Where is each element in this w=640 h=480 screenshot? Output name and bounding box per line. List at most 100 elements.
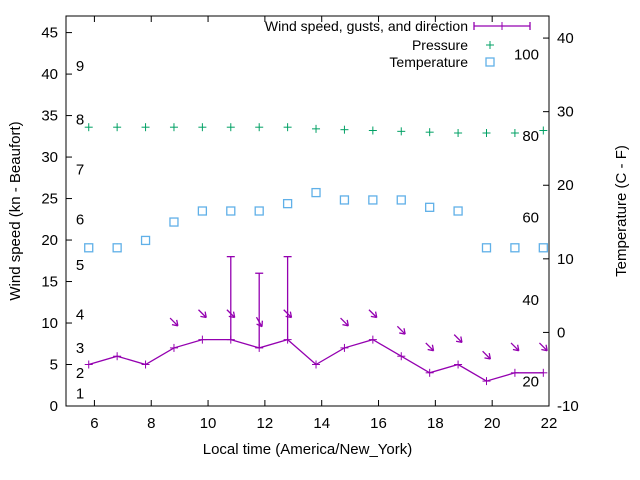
wind-direction-arrow [482, 350, 491, 360]
wind-direction-arrowhead [488, 352, 492, 360]
y2-tick-label: 40 [557, 30, 574, 47]
temperature-point [538, 243, 548, 253]
wind-direction-arrowhead [512, 348, 519, 352]
wind-direction-arrowhead [545, 344, 548, 351]
wind-direction-arrowhead [517, 344, 520, 351]
temperature-point [396, 195, 406, 205]
wind-direction-arrowhead [455, 340, 463, 344]
wind-direction-arrowhead [460, 336, 463, 343]
temperature-point [339, 195, 350, 205]
beaufort-label: 6 [76, 211, 84, 228]
temperature-point [226, 206, 236, 216]
wind-direction-arrow [396, 325, 406, 335]
y-tick-label: 5 [50, 357, 58, 374]
x-tick-label: 6 [90, 415, 98, 432]
wind-direction-arrow [283, 309, 292, 318]
wind-direction-arrow [453, 334, 463, 343]
fahrenheit-label: 20 [522, 374, 539, 391]
fahrenheit-label: 60 [522, 210, 539, 227]
y-tick-label: 20 [41, 232, 58, 249]
plot-frame [65, 15, 550, 407]
wind-direction-arrowhead [403, 328, 406, 335]
beaufort-label: 4 [76, 307, 84, 324]
wind-direction-arrowhead [171, 324, 178, 327]
y-axis-title: Wind speed (kn - Beaufort) [7, 121, 24, 300]
wind-direction-arrowhead [200, 315, 207, 319]
y-tick-label: 0 [50, 398, 58, 415]
fahrenheit-label: 80 [522, 128, 539, 145]
wind-direction-arrowhead [232, 311, 236, 318]
wind-direction-arrowhead [289, 311, 293, 318]
wind-direction-arrow [255, 316, 263, 328]
wind-direction-arrowhead [484, 357, 491, 360]
wind-direction-arrow [510, 342, 520, 352]
y2-tick-label: 20 [557, 177, 574, 194]
x-tick-label: 8 [147, 415, 155, 432]
x-axis-title: Local time (America/New_York) [203, 441, 413, 458]
wind-direction-arrowhead [374, 311, 378, 318]
y-tick-label: 10 [41, 315, 58, 332]
y2-axis-title: Temperature (C - F) [613, 145, 630, 277]
temperature-point [140, 235, 151, 246]
beaufort-label: 8 [76, 112, 84, 129]
temperature-point [84, 243, 94, 253]
y-tick-label: 15 [41, 274, 58, 291]
temperature-point [169, 217, 179, 227]
fahrenheit-label: 100 [514, 46, 539, 63]
beaufort-label: 1 [76, 386, 84, 403]
x-tick-label: 22 [541, 415, 558, 432]
wind-direction-arrow [425, 342, 435, 352]
y2-tick-label: -10 [557, 398, 579, 415]
temperature-point [197, 206, 208, 216]
x-tick-label: 10 [200, 415, 217, 432]
wind-direction-arrowhead [427, 348, 434, 352]
y2-tick-label: 0 [557, 324, 565, 341]
temperature-point [311, 187, 321, 198]
legend-key-temperature [485, 57, 495, 67]
y-tick-label: 35 [41, 108, 58, 125]
wind-direction-arrow [226, 309, 236, 318]
y-tick-label: 30 [41, 149, 58, 166]
wind-direction-arrow [538, 342, 548, 352]
wind-direction-arrowhead [370, 315, 377, 319]
x-tick-label: 20 [484, 415, 501, 432]
wind-direction-arrow [340, 317, 349, 327]
temperature-point [481, 243, 492, 253]
y2-tick-label: 10 [557, 251, 574, 268]
x-tick-label: 18 [427, 415, 444, 432]
wind-direction-arrowhead [399, 332, 406, 335]
wind-direction-arrowhead [541, 348, 548, 352]
temperature-point [425, 202, 435, 212]
x-tick-label: 12 [257, 415, 274, 432]
legend-label-temperature: Temperature [389, 54, 468, 70]
wind-direction-arrowhead [431, 344, 435, 351]
beaufort-label: 2 [76, 365, 84, 382]
wind-direction-arrow [198, 309, 207, 318]
temperature-point [112, 243, 122, 253]
x-tick-label: 16 [370, 415, 387, 432]
y-tick-label: 45 [41, 25, 58, 42]
beaufort-label: 3 [76, 340, 84, 357]
wind-direction-arrowhead [342, 324, 349, 327]
y-tick-label: 40 [41, 66, 58, 83]
wind-direction-arrow [169, 317, 179, 327]
beaufort-label: 5 [76, 257, 84, 274]
temperature-point [453, 206, 463, 216]
beaufort-label: 7 [76, 162, 84, 179]
wind-speed-line [88, 338, 544, 382]
y-tick-label: 25 [41, 191, 58, 208]
temperature-point [510, 243, 520, 253]
temperature-point [368, 195, 378, 205]
wind-direction-arrowhead [204, 311, 207, 318]
beaufort-label: 9 [76, 58, 84, 75]
y2-tick-label: 30 [557, 104, 574, 121]
wind-direction-arrowhead [228, 315, 235, 319]
wind-direction-arrow [368, 309, 378, 318]
temperature-point [282, 198, 293, 209]
wind-direction-arrowhead [256, 323, 263, 328]
temperature-point [254, 206, 264, 216]
legend-label-wind: Wind speed, gusts, and direction [265, 18, 468, 34]
legend-label-pressure: Pressure [412, 37, 468, 53]
wind-direction-arrowhead [346, 319, 349, 326]
